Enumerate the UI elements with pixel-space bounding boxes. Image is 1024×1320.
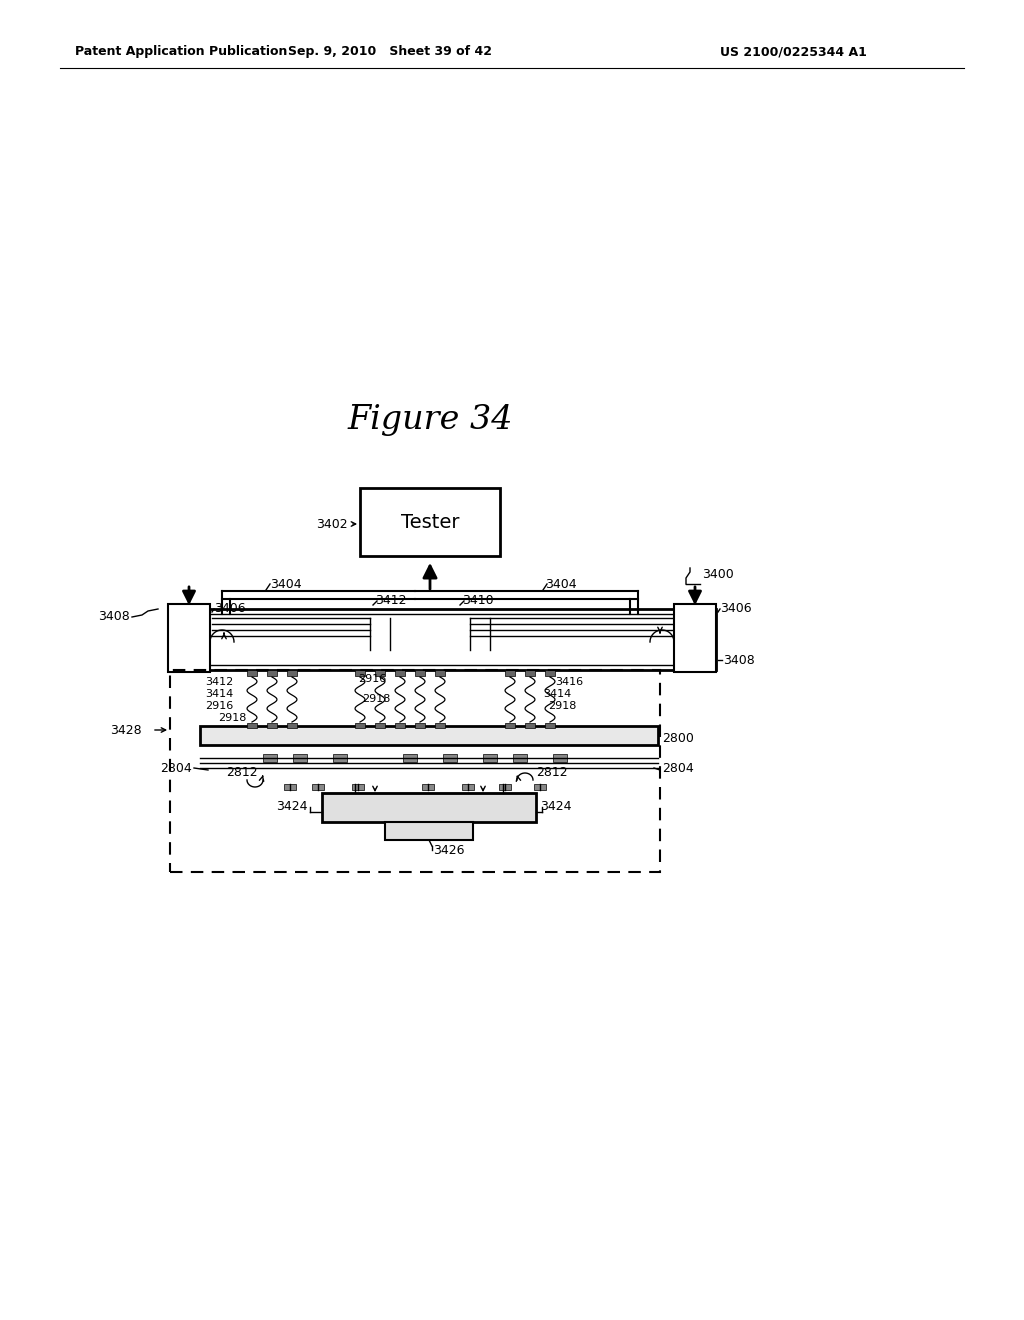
Bar <box>483 754 497 762</box>
Bar <box>435 723 445 729</box>
Text: 3410: 3410 <box>462 594 494 607</box>
Bar <box>312 784 324 789</box>
Text: 3406: 3406 <box>214 602 246 615</box>
Bar <box>403 754 417 762</box>
Bar <box>267 723 278 729</box>
Bar <box>355 671 365 676</box>
Text: 3414: 3414 <box>543 689 571 700</box>
Text: 2804: 2804 <box>160 762 193 775</box>
Text: 2918: 2918 <box>548 701 577 711</box>
Text: 3406: 3406 <box>720 602 752 615</box>
Bar <box>267 671 278 676</box>
Text: 2800: 2800 <box>662 731 694 744</box>
Bar <box>174 614 710 665</box>
Text: 3408: 3408 <box>723 653 755 667</box>
Text: 3412: 3412 <box>205 677 233 686</box>
Bar <box>168 609 716 671</box>
Text: 3416: 3416 <box>555 677 583 686</box>
Text: 3404: 3404 <box>270 578 302 590</box>
Text: 3414: 3414 <box>205 689 233 700</box>
Bar <box>545 723 555 729</box>
Text: Tester: Tester <box>400 512 459 532</box>
Bar <box>293 754 307 762</box>
Text: Patent Application Publication: Patent Application Publication <box>75 45 288 58</box>
Bar <box>534 784 546 789</box>
Text: 3428: 3428 <box>111 723 142 737</box>
Text: 3426: 3426 <box>433 843 465 857</box>
Text: 2812: 2812 <box>226 766 258 779</box>
Bar <box>287 671 297 676</box>
Bar <box>263 754 278 762</box>
Bar <box>385 822 473 840</box>
Bar <box>200 726 658 744</box>
Bar <box>505 671 515 676</box>
Bar <box>505 723 515 729</box>
Bar <box>422 784 434 789</box>
Bar <box>247 671 257 676</box>
Bar <box>395 723 406 729</box>
Bar <box>415 723 425 729</box>
Bar <box>375 723 385 729</box>
Bar <box>247 723 257 729</box>
Text: US 2100/0225344 A1: US 2100/0225344 A1 <box>720 45 867 58</box>
Text: 3424: 3424 <box>276 800 308 813</box>
Bar <box>355 723 365 729</box>
Text: 3400: 3400 <box>702 568 734 581</box>
Text: 2918: 2918 <box>362 694 390 704</box>
Text: Sep. 9, 2010   Sheet 39 of 42: Sep. 9, 2010 Sheet 39 of 42 <box>288 45 492 58</box>
Bar <box>395 671 406 676</box>
Bar <box>525 723 535 729</box>
Text: 3412: 3412 <box>375 594 407 607</box>
Bar <box>352 784 364 789</box>
Bar <box>553 754 567 762</box>
Text: 2812: 2812 <box>536 766 567 779</box>
Text: Figure 34: Figure 34 <box>347 404 513 436</box>
Text: 3424: 3424 <box>540 800 571 813</box>
Bar <box>415 671 425 676</box>
Bar <box>443 754 457 762</box>
Bar <box>360 488 500 556</box>
Text: 2916: 2916 <box>358 675 386 684</box>
Bar <box>499 784 511 789</box>
Bar <box>284 784 296 789</box>
Bar <box>333 754 347 762</box>
Bar <box>513 754 527 762</box>
Bar <box>170 671 660 873</box>
Bar <box>168 605 210 672</box>
Text: 3404: 3404 <box>545 578 577 590</box>
Text: 3408: 3408 <box>98 610 130 623</box>
Text: 3402: 3402 <box>316 517 348 531</box>
Bar <box>287 723 297 729</box>
Text: 2918: 2918 <box>218 713 247 723</box>
Bar <box>545 671 555 676</box>
Bar <box>322 793 536 822</box>
Bar <box>525 671 535 676</box>
Bar <box>674 605 716 672</box>
Bar <box>435 671 445 676</box>
Bar <box>375 671 385 676</box>
Text: 2804: 2804 <box>662 762 693 775</box>
Bar <box>462 784 474 789</box>
Text: 2916: 2916 <box>205 701 233 711</box>
